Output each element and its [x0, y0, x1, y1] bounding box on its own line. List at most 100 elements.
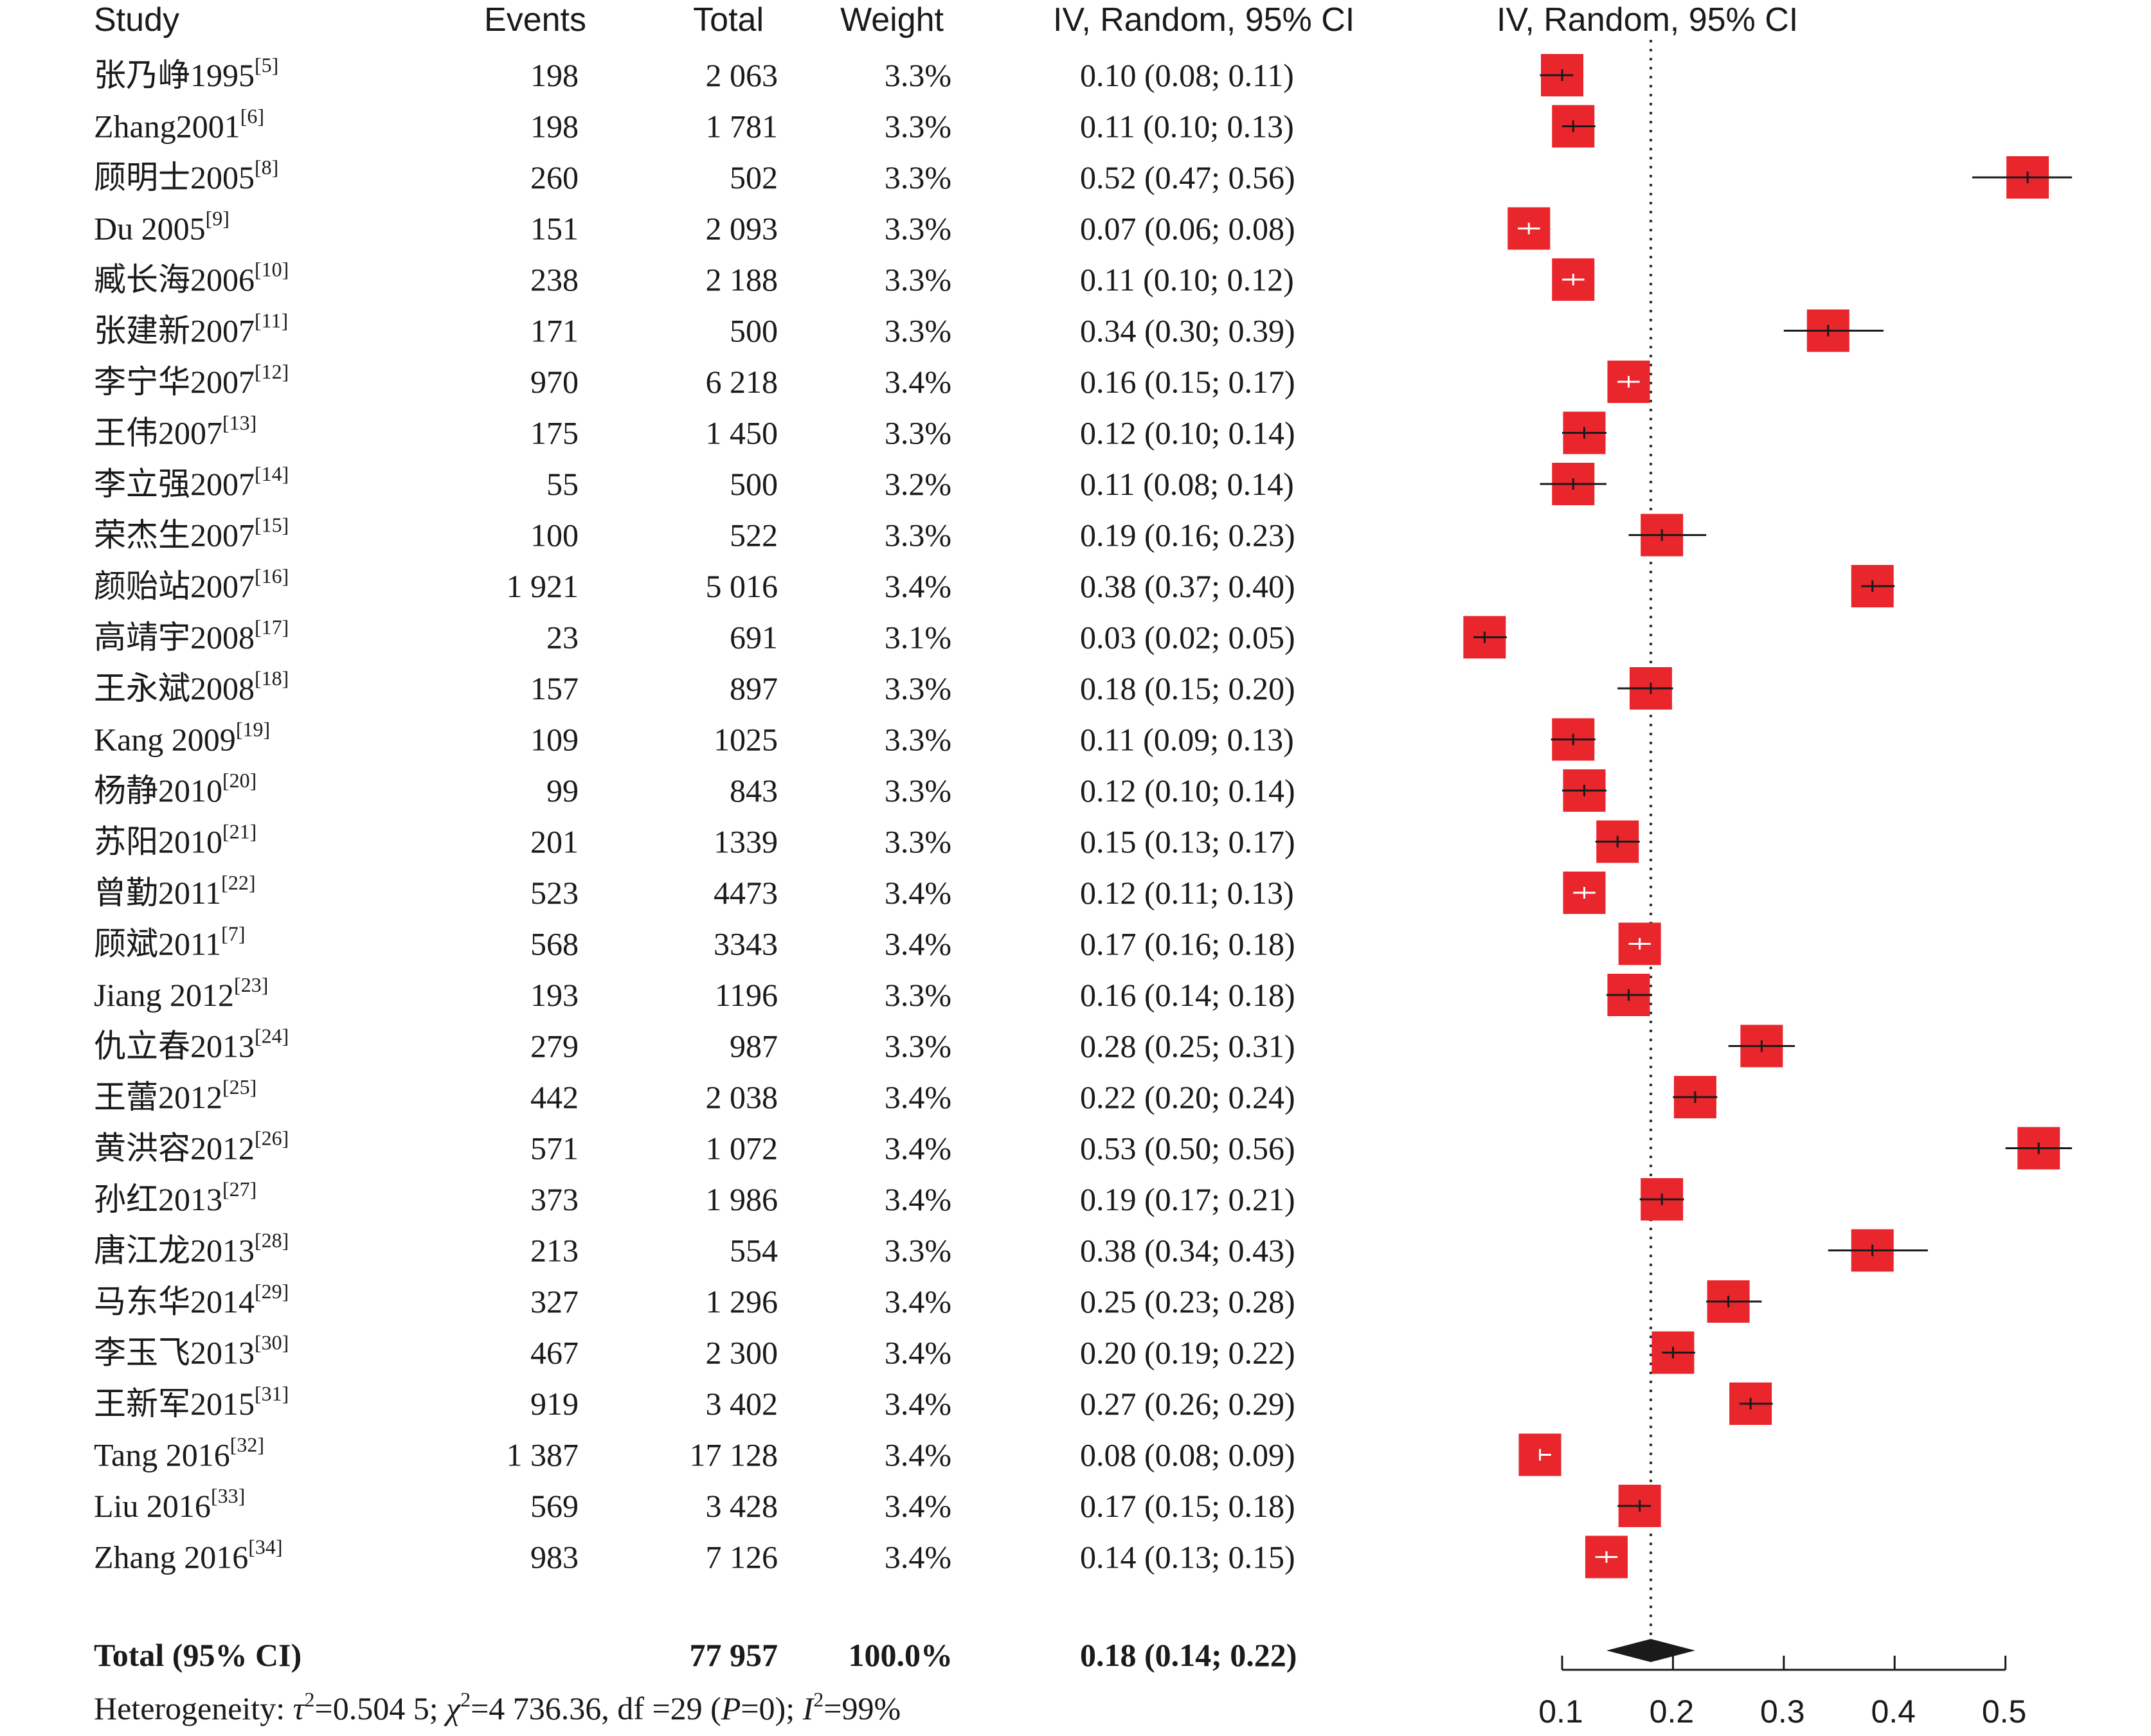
plot-area: 0.1 0.2 0.3 0.4 0.5: [1463, 40, 2073, 1730]
study-events: 99: [546, 773, 579, 809]
pooled-label: Total (95% CI): [94, 1637, 302, 1673]
study-weight: 3.2%: [885, 466, 951, 502]
study-events: 571: [530, 1131, 579, 1167]
study-total: 2 093: [706, 211, 779, 247]
study-total: 4473: [714, 875, 778, 911]
study-events: 467: [530, 1335, 579, 1371]
study-ref: [26]: [255, 1127, 289, 1150]
study-ref: [33]: [211, 1484, 245, 1507]
study-weight: 3.4%: [885, 1335, 951, 1371]
study-ci: 0.10 (0.08; 0.11): [1080, 57, 1294, 93]
header-plot: IV, Random, 95% CI: [1497, 1, 1798, 39]
study-events: 919: [530, 1386, 579, 1422]
study-events: 568: [530, 926, 579, 962]
het-p-val: =0);: [741, 1690, 802, 1726]
study-weight: 3.4%: [885, 1386, 951, 1422]
het-i: I: [802, 1690, 815, 1726]
heterogeneity-text: Heterogeneity: τ2=0.504 5; χ2=4 736.36, …: [94, 1688, 901, 1726]
study-weight: 3.3%: [885, 824, 951, 860]
study-ci: 0.25 (0.23; 0.28): [1080, 1284, 1295, 1320]
x-tick-label: 0.4: [1871, 1694, 1916, 1730]
study-label: 李立强2007[14]: [94, 462, 289, 502]
header-weight: Weight: [840, 1, 944, 39]
study-ref: [22]: [221, 871, 255, 894]
study-ci: 0.14 (0.13; 0.15): [1080, 1539, 1295, 1575]
study-weight: 3.3%: [885, 313, 951, 349]
study-events: 109: [530, 722, 579, 758]
header-study: Study: [94, 1, 179, 39]
study-label: Kang 2009[19]: [94, 718, 270, 758]
study-ref: [31]: [255, 1382, 289, 1405]
study-label: Du 2005[9]: [94, 207, 230, 247]
study-events: 198: [530, 57, 579, 93]
study-ci: 0.12 (0.10; 0.14): [1080, 773, 1295, 809]
study-weight: 3.3%: [885, 211, 951, 247]
study-ref: [29]: [255, 1280, 289, 1303]
study-label: Liu 2016[33]: [94, 1484, 245, 1524]
study-total: 522: [730, 517, 778, 553]
study-total: 3 428: [706, 1488, 779, 1524]
study-ref: [20]: [222, 769, 256, 792]
study-weight: 3.3%: [885, 670, 951, 706]
study-ci: 0.12 (0.11; 0.13): [1080, 875, 1294, 911]
study-ref: [9]: [206, 207, 230, 230]
study-events: 970: [530, 364, 579, 400]
study-weight: 3.3%: [885, 773, 951, 809]
study-weight: 3.4%: [885, 875, 951, 911]
study-total: 897: [730, 670, 778, 706]
study-label: 李玉飞2013[30]: [94, 1331, 289, 1371]
x-tick-label: 0.2: [1650, 1694, 1695, 1730]
study-ci: 0.11 (0.10; 0.13): [1080, 109, 1294, 145]
study-label: 张建新2007[11]: [94, 309, 288, 349]
study-ci: 0.11 (0.09; 0.13): [1080, 722, 1294, 758]
study-ci: 0.12 (0.10; 0.14): [1080, 415, 1295, 451]
study-label: 顾明士2005[8]: [94, 156, 278, 195]
study-total: 2 038: [706, 1079, 779, 1115]
study-events: 175: [530, 415, 579, 451]
study-total: 1025: [714, 722, 778, 758]
study-label: 颜贻站2007[16]: [94, 564, 289, 604]
study-total: 3343: [714, 926, 778, 962]
study-ref: [32]: [230, 1433, 264, 1456]
study-ci: 0.22 (0.20; 0.24): [1080, 1079, 1295, 1115]
study-events: 1 921: [507, 568, 579, 604]
study-ref: [15]: [255, 514, 289, 537]
study-ci: 0.07 (0.06; 0.08): [1080, 211, 1295, 247]
study-weight: 3.3%: [885, 1233, 951, 1269]
study-label: Zhang 2016[34]: [94, 1535, 283, 1575]
study-events: 171: [530, 313, 579, 349]
study-ci: 0.20 (0.19; 0.22): [1080, 1335, 1295, 1371]
study-label: 唐江龙2013[28]: [94, 1229, 289, 1269]
study-total: 1 450: [706, 415, 779, 451]
study-total: 1339: [714, 824, 778, 860]
study-weight: 3.3%: [885, 57, 951, 93]
pooled-total: 77 957: [690, 1637, 779, 1673]
study-label: 马东华2014[29]: [94, 1280, 289, 1320]
study-events: 151: [530, 211, 579, 247]
het-tau: τ: [293, 1690, 306, 1726]
study-ci: 0.11 (0.08; 0.14): [1080, 466, 1294, 502]
study-ci: 0.52 (0.47; 0.56): [1080, 159, 1295, 195]
study-weight: 3.4%: [885, 1539, 951, 1575]
study-total: 500: [730, 466, 778, 502]
study-ci: 0.03 (0.02; 0.05): [1080, 620, 1295, 656]
study-ref: [34]: [248, 1535, 282, 1559]
pooled-ci: 0.18 (0.14; 0.22): [1080, 1637, 1297, 1673]
study-total: 2 063: [706, 57, 779, 93]
study-total: 987: [730, 1028, 778, 1064]
study-ref: [16]: [255, 564, 289, 587]
study-ci: 0.19 (0.17; 0.21): [1080, 1181, 1295, 1217]
study-ref: [19]: [236, 718, 270, 741]
study-total: 17 128: [690, 1437, 779, 1473]
study-total: 502: [730, 159, 778, 195]
study-ref: [30]: [255, 1331, 289, 1354]
study-label: 王蕾2012[25]: [94, 1075, 256, 1115]
study-total: 6 218: [706, 364, 779, 400]
study-events: 23: [546, 620, 579, 656]
study-ci: 0.17 (0.16; 0.18): [1080, 926, 1295, 962]
study-ref: [17]: [255, 616, 289, 639]
study-ref: [18]: [255, 667, 289, 690]
study-total: 1 072: [706, 1131, 779, 1167]
study-ref: [23]: [234, 973, 268, 996]
study-weight: 3.4%: [885, 1284, 951, 1320]
